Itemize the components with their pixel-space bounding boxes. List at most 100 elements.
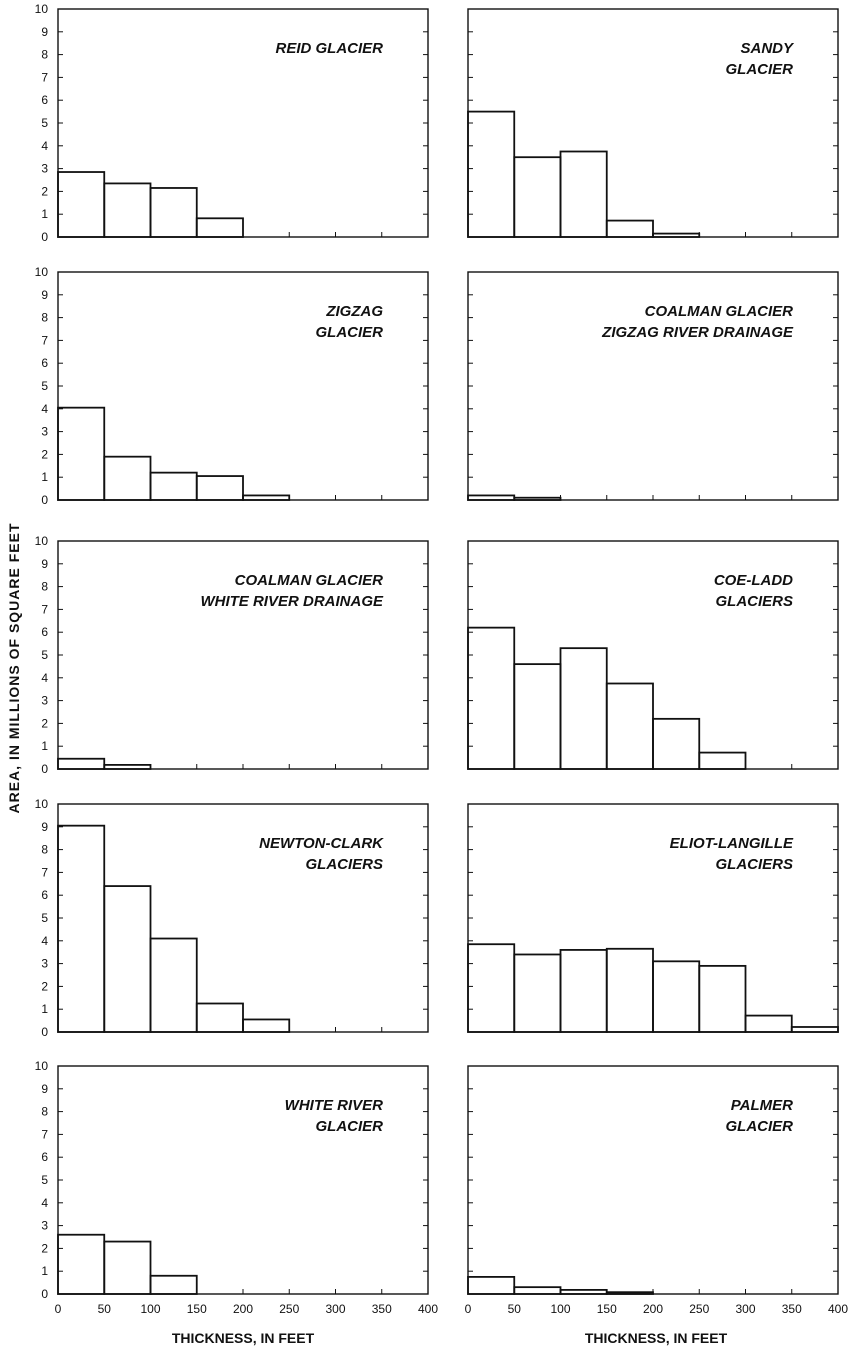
x-tick-label: 200: [233, 1302, 253, 1316]
y-tick-label: 6: [41, 356, 48, 370]
x-tick-label: 0: [465, 1302, 472, 1316]
panel-title-line: WHITE RIVER DRAINAGE: [200, 593, 384, 610]
y-tick-label: 4: [41, 1196, 48, 1210]
histogram-bar: [559, 647, 608, 770]
y-tick-label: 0: [41, 1025, 48, 1039]
histogram-bar: [652, 717, 701, 770]
x-tick-label: 350: [372, 1302, 392, 1316]
y-tick-label: 1: [41, 1002, 48, 1016]
x-tick-label: 200: [643, 1302, 663, 1316]
y-tick-label: 2: [41, 979, 48, 993]
y-tick-label: 5: [41, 379, 48, 393]
y-tick-label: 1: [41, 739, 48, 753]
histogram-bar: [698, 751, 747, 770]
y-tick-label: 3: [41, 694, 48, 708]
y-tick-label: 0: [41, 1287, 48, 1301]
y-tick-label: 3: [41, 957, 48, 971]
histogram-bar: [103, 885, 152, 1033]
chart-panel: SANDY GLACIER: [467, 8, 839, 238]
x-tick-label: 250: [689, 1302, 709, 1316]
panel-title-line: REID GLACIER: [275, 40, 383, 57]
histogram-bar: [149, 471, 198, 501]
chart-panel: COALMAN GLACIER ZIGZAG RIVER DRAINAGE: [467, 271, 839, 501]
y-tick-label: 0: [41, 762, 48, 776]
histogram-bar: [559, 949, 608, 1033]
histogram-bar: [513, 663, 562, 770]
histogram-bar: [513, 953, 562, 1033]
panel-title-line: COALMAN GLACIER: [235, 572, 383, 589]
panel-title-line: WHITE RIVER: [285, 1097, 384, 1114]
y-tick-label: 10: [35, 265, 49, 279]
panel-title-line: ELIOT-LANGILLE: [670, 835, 794, 852]
x-tick-label: 400: [418, 1302, 438, 1316]
x-axis-label-right: THICKNESS, IN FEET: [585, 1330, 728, 1346]
panel-title-line: NEWTON-CLARK: [259, 835, 384, 852]
y-tick-label: 9: [41, 1082, 48, 1096]
histogram-bar: [559, 150, 608, 238]
histogram-bars: [57, 1233, 198, 1295]
y-tick-label: 8: [41, 1105, 48, 1119]
panel-title-line: GLACIER: [316, 324, 384, 341]
histogram-bar: [698, 964, 747, 1033]
histogram-bar: [467, 494, 516, 501]
x-tick-label: 150: [597, 1302, 617, 1316]
chart-panel: 0 1 2 3 4 5 6 7 8 9 10 REID GLACIER: [35, 2, 429, 244]
y-tick-label: 2: [41, 184, 48, 198]
y-tick-label: 7: [41, 602, 48, 616]
y-tick-label: 6: [41, 888, 48, 902]
y-tick-label: 7: [41, 865, 48, 879]
histogram-bar: [605, 219, 654, 238]
y-axis-label: AREA, IN MILLIONS OF SQUARE FEET: [6, 522, 22, 813]
histogram-bar: [513, 1286, 562, 1295]
panel-title-line: GLACIER: [726, 61, 794, 78]
histogram-bar: [652, 960, 701, 1033]
panel-title-line: PALMER: [731, 1097, 793, 1114]
y-tick-label: 2: [41, 716, 48, 730]
histogram-bars: [467, 1276, 654, 1295]
y-tick-label: 0: [41, 230, 48, 244]
panel-title-line: ZIGZAG RIVER DRAINAGE: [601, 324, 794, 341]
panel-title-line: COALMAN GLACIER: [645, 303, 793, 320]
y-tick-label: 2: [41, 1241, 48, 1255]
histogram-bar: [513, 156, 562, 238]
histogram-bar: [195, 217, 244, 238]
y-tick-label: 7: [41, 333, 48, 347]
histogram-bar: [57, 1233, 106, 1295]
y-tick-label: 8: [41, 843, 48, 857]
histogram-bar: [513, 496, 562, 501]
histogram-bar: [467, 626, 516, 770]
chart-panel: 0 1 2 3 4 5 6 7 8 9 10 COALMAN GLACIER WHITE RIVER D…: [35, 534, 429, 776]
y-tick-label: 1: [41, 470, 48, 484]
x-tick-label: 50: [508, 1302, 522, 1316]
x-tick-label: 100: [550, 1302, 570, 1316]
x-tick-label: 100: [140, 1302, 160, 1316]
x-tick-label: 250: [279, 1302, 299, 1316]
panel-title-line: GLACIERS: [305, 856, 383, 873]
panel-title-line: GLACIER: [316, 1118, 384, 1135]
y-tick-label: 9: [41, 25, 48, 39]
histogram-bar: [103, 1240, 152, 1295]
x-tick-label: 300: [735, 1302, 755, 1316]
y-tick-label: 10: [35, 2, 49, 16]
panel-title-line: COE-LADD: [714, 572, 793, 589]
histogram-bars: [57, 171, 244, 238]
histogram-bars: [467, 494, 562, 501]
y-tick-label: 0: [41, 493, 48, 507]
chart-panel: 0 1 2 3 4 5 6 7 8 9 10 ZIGZAG GLACIER: [35, 265, 429, 507]
y-tick-label: 9: [41, 820, 48, 834]
x-tick-label: 350: [782, 1302, 802, 1316]
histogram-bar: [149, 1274, 198, 1295]
y-tick-label: 10: [35, 534, 49, 548]
panel-title-line: ZIGZAG: [325, 303, 383, 320]
x-tick-label: 50: [98, 1302, 112, 1316]
histogram-bar: [467, 110, 516, 238]
x-tick-label: 400: [828, 1302, 848, 1316]
y-tick-label: 10: [35, 797, 49, 811]
histogram-bar: [57, 406, 106, 501]
histogram-bar: [57, 171, 106, 238]
histogram-bar: [149, 937, 198, 1033]
histogram-bar: [242, 494, 291, 501]
y-tick-label: 6: [41, 93, 48, 107]
histogram-bar: [605, 682, 654, 770]
